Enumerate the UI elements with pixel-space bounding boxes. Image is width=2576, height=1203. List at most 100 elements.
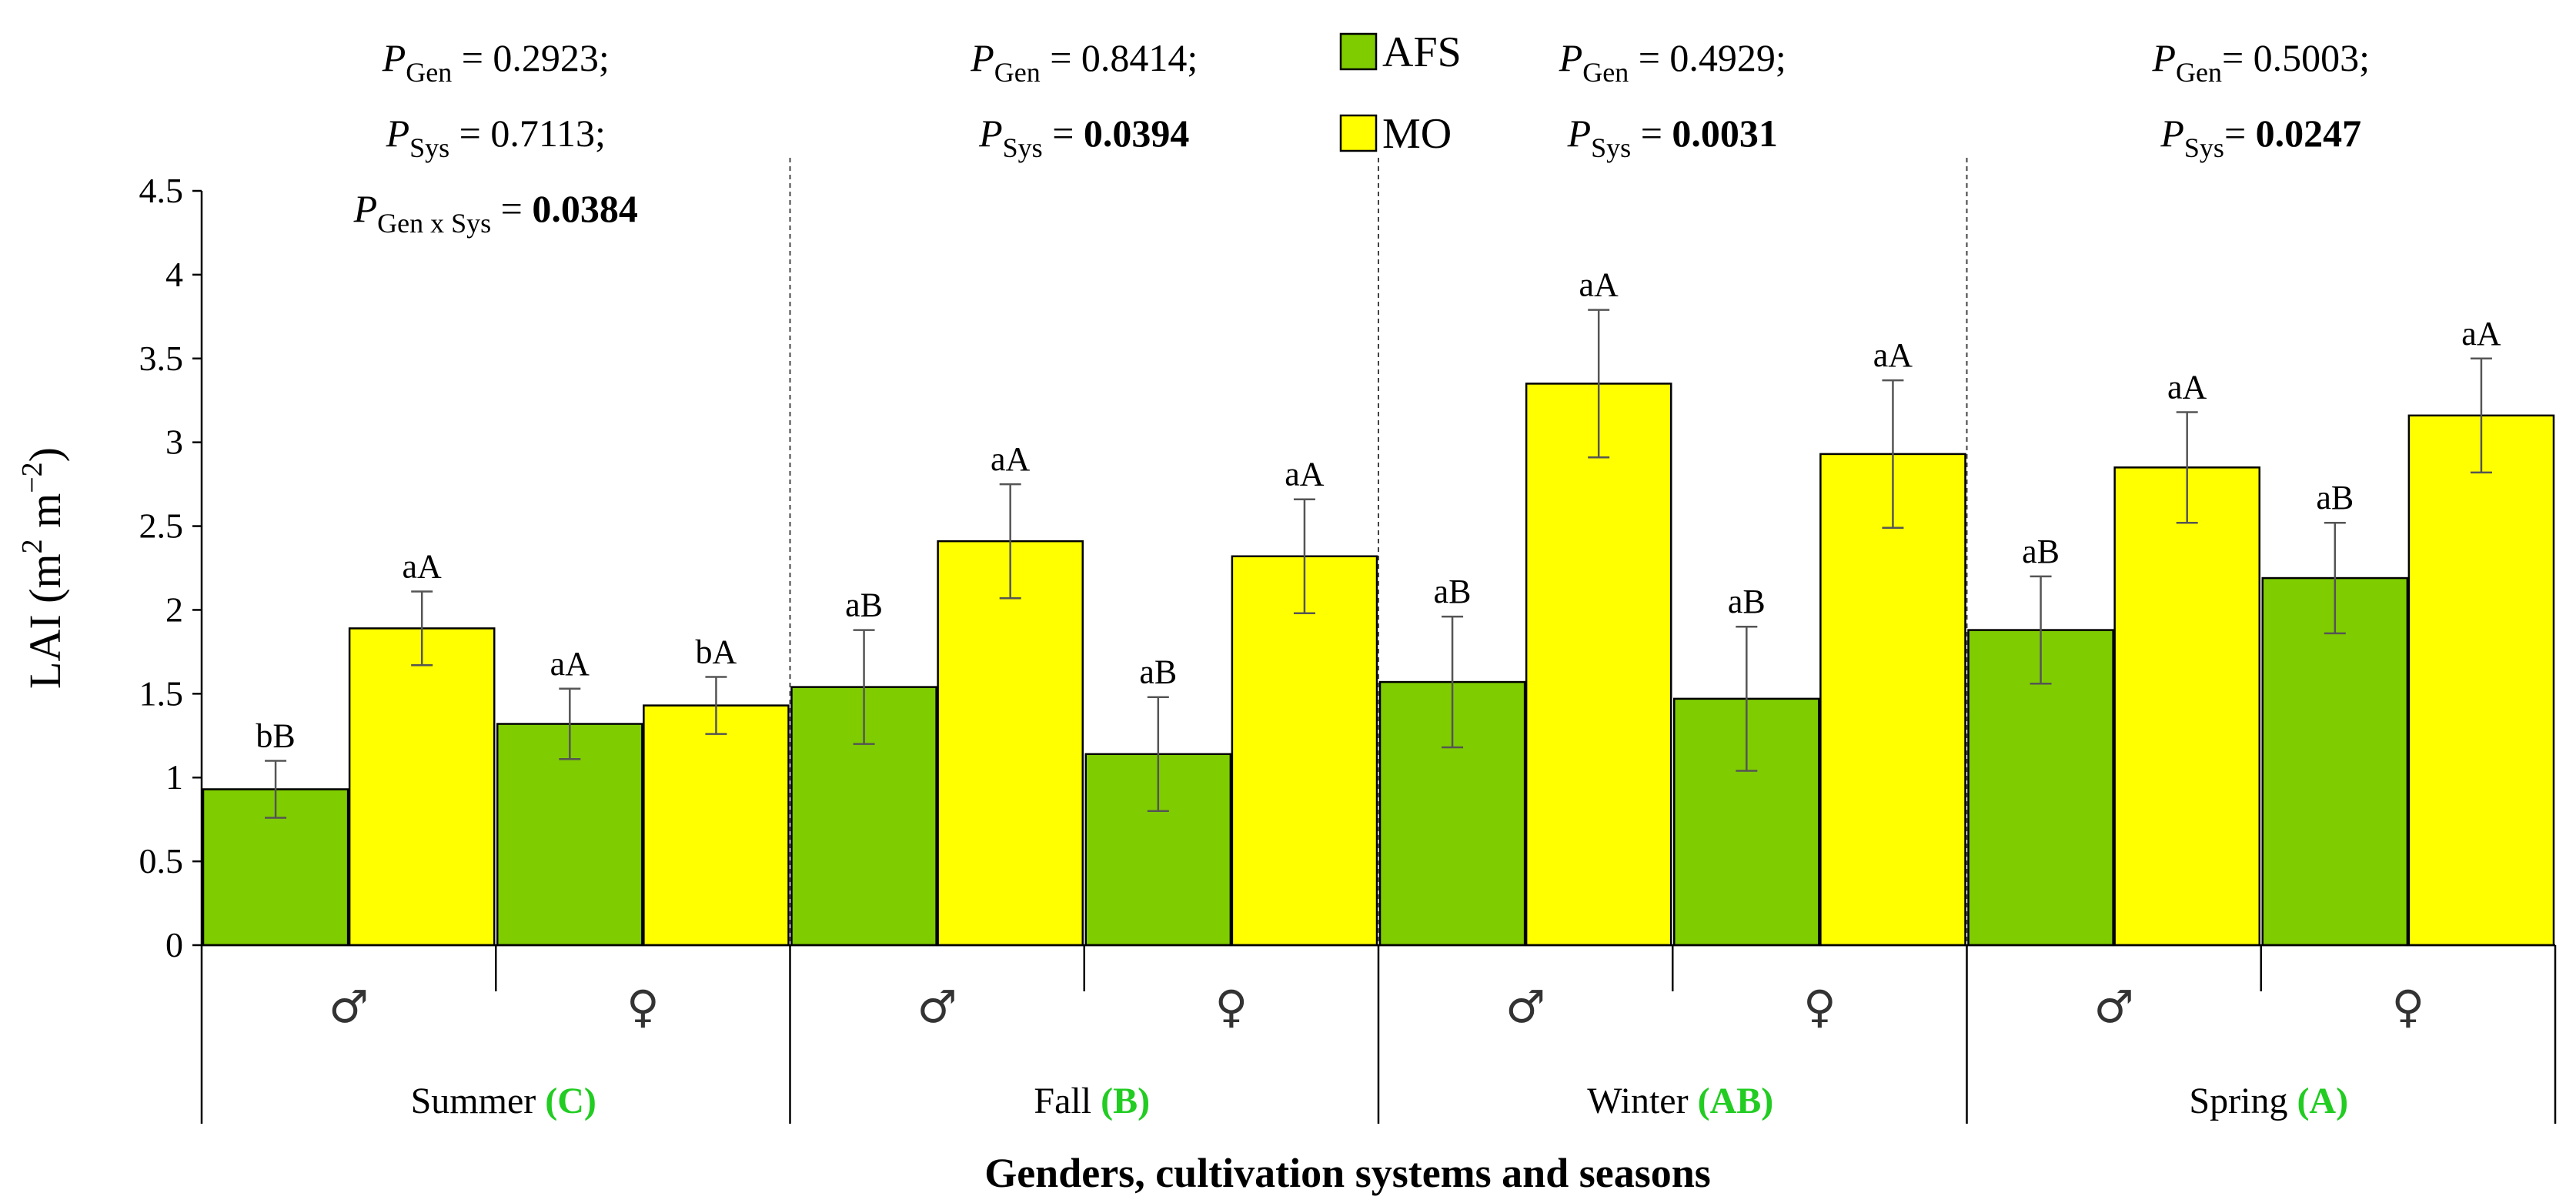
p-value-text: = 0.2923; [452,36,610,79]
season-label: Fall (B) [1034,1081,1150,1121]
season-group-letter: (A) [2297,1081,2348,1121]
legend-swatch-afs [1339,32,1378,71]
p-value-line: PGen = 0.2923; [382,36,610,88]
bar-spring-male-mo [2113,466,2260,947]
gender-label: ♀ [2392,981,2424,1033]
gender-label: ♂ [2094,981,2134,1033]
gender-label: ♂ [329,981,369,1033]
p-value-text: = [1631,112,1672,155]
bar-fall-female-mo [1231,555,1378,947]
bar-label: aB [1139,653,1177,691]
p-subscript: Gen [1582,57,1629,88]
p-symbol: P [2151,36,2176,79]
season-group-letter: (AB) [1698,1081,1774,1121]
bar-summer-female-mo [643,704,790,947]
p-value-significant: 0.0384 [532,187,638,230]
p-value-text: = 0.8414; [1041,36,1198,79]
p-value-line: PGen x Sys = 0.0384 [353,187,638,239]
p-value-line: PSys = 0.0031 [1567,112,1778,163]
season-name: Winter [1587,1081,1697,1121]
p-value-text: = 0.4929; [1629,36,1786,79]
p-value-line: PGen = 0.8414; [970,36,1198,88]
p-subscript: Sys [409,132,449,163]
y-tick-label: 1.5 [139,673,184,713]
bar-label: aA [550,645,590,683]
y-axis-label-part: −2 [16,462,48,493]
bar-label: aB [845,586,883,624]
y-tick-label: 3 [165,423,183,462]
y-axis-label-part: LAI (m [20,553,70,689]
p-subscript: Gen x Sys [377,208,491,239]
p-value-significant: 0.0247 [2256,112,2362,155]
gender-label: ♀ [626,981,659,1033]
p-subscript: Gen [406,57,452,88]
p-symbol: P [353,187,378,230]
bar-winter-female-mo [1819,453,1966,947]
season-label: Summer (C) [411,1081,596,1121]
season-label: Winter (AB) [1587,1081,1773,1121]
bar-label: aA [2167,368,2207,406]
y-axis-label-part: ) [20,447,70,462]
bar-label: aA [991,440,1031,478]
bar-label: aB [2316,479,2354,516]
season-name: Spring [2189,1081,2297,1121]
y-tick-label: 3.5 [139,339,184,378]
p-subscript: Sys [1591,132,1631,163]
p-value-text: = 0.7113; [449,112,606,155]
bar-winter-male-mo [1525,383,1672,947]
season-name: Fall [1034,1081,1101,1121]
axes [192,32,2557,1124]
gender-label: ♀ [1215,981,1248,1033]
y-tick-label: 4.5 [139,171,184,210]
x-axis-title: Genders, cultivation systems and seasons [984,1150,1711,1196]
season-name: Summer [411,1081,546,1121]
bar-label: aA [1285,456,1325,493]
p-value-text: = [2224,112,2256,155]
bar-label: aB [1434,573,1472,610]
p-value-text: = [1043,112,1084,155]
bar-spring-female-mo [2407,414,2555,947]
p-value-text: = 0.5003; [2222,36,2370,79]
p-value-significant: 0.0031 [1672,112,1778,155]
gender-label: ♂ [1505,981,1545,1033]
gender-label: ♂ [917,981,957,1033]
bar-label: aB [1728,583,1766,620]
bar-label: aA [1873,336,1913,374]
legend-swatch-mo [1339,114,1378,152]
p-symbol: P [970,36,994,79]
y-tick-label: 0 [165,925,183,964]
y-tick-label: 4 [165,255,183,294]
p-symbol: P [2160,112,2184,155]
p-symbol: P [1567,112,1592,155]
bar-label: aA [2461,315,2501,353]
p-symbol: P [382,36,406,79]
p-symbol: P [1559,36,1583,79]
y-axis-label-part: m [20,493,70,540]
p-value-line: PSys = 0.7113; [386,112,606,163]
p-value-line: PGen= 0.5003; [2151,36,2370,88]
y-tick-label: 0.5 [139,841,184,881]
p-value-line: PGen = 0.4929; [1559,36,1786,88]
y-axis-label-part: 2 [16,539,48,553]
p-symbol: P [386,112,410,155]
p-subscript: Gen [2176,57,2222,88]
bar-fall-male-mo [937,540,1084,947]
bar-series [202,309,2555,947]
p-value-significant: 0.0394 [1084,112,1190,155]
bar-summer-female-afs [496,723,643,947]
bar-label: aA [1579,266,1619,304]
p-symbol: P [978,112,1003,155]
bar-spring-female-afs [2261,576,2409,947]
legend-label-mo: MO [1382,110,1452,158]
season-group-letter: (B) [1101,1081,1150,1121]
p-subscript: Gen [994,57,1041,88]
p-value-line: PSys = 0.0394 [978,112,1189,163]
bar-summer-male-mo [348,627,496,947]
p-subscript: Sys [1003,132,1043,163]
y-axis-label: LAI (m2 m−2) [16,447,70,689]
p-value-line: PSys= 0.0247 [2160,112,2361,163]
p-subscript: Sys [2184,132,2224,163]
p-value-text: = [491,187,532,230]
